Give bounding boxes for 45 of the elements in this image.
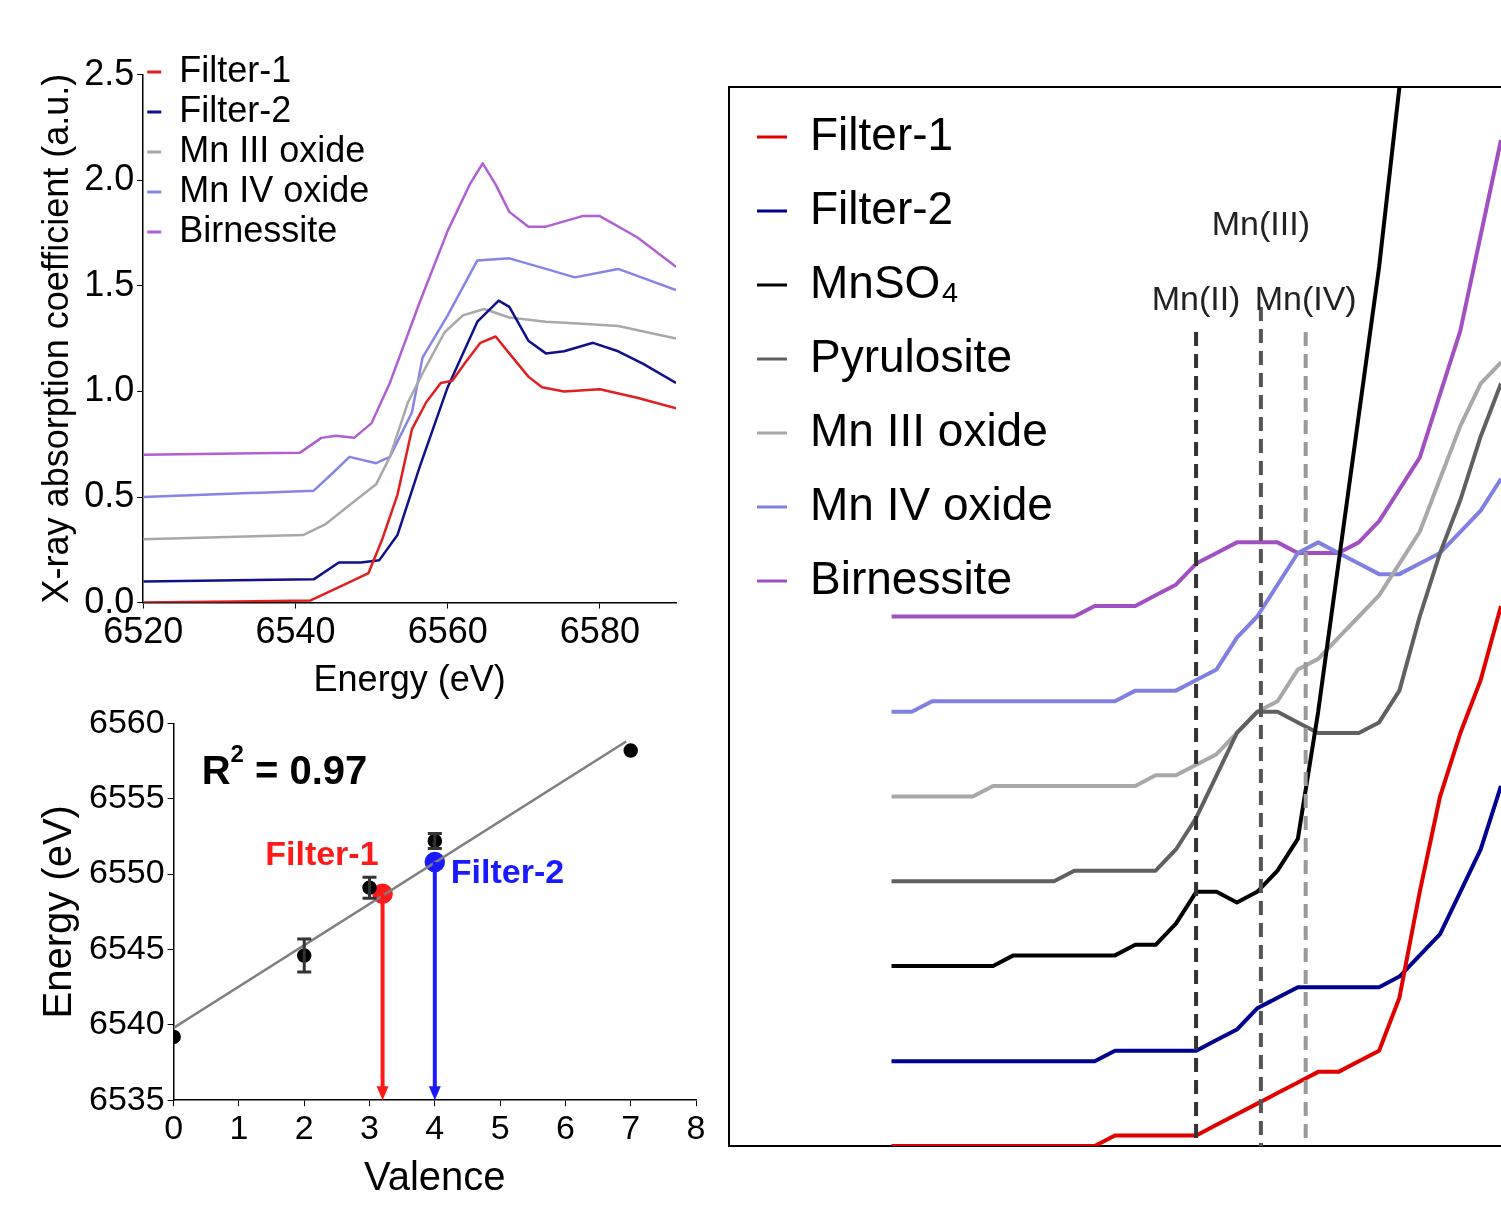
y-tick-label: 2.5 (84, 51, 135, 93)
legend-label: Mn III oxide (810, 403, 1048, 456)
annotation: Mn(II) (1151, 279, 1241, 318)
legend-label: Mn IV oxide (179, 168, 370, 210)
annotation: Mn(III) (1211, 204, 1311, 243)
x-tick-label: 6560 (407, 610, 488, 652)
x-tick-label: 0 (164, 1107, 184, 1146)
y-tick-label: 6540 (89, 1003, 165, 1042)
x-axis-title: Energy (eV) (313, 658, 506, 700)
x-tick-label: 8 (686, 1107, 706, 1146)
y-axis-title: Energy (eV) (35, 805, 80, 1019)
y-tick-label: 1.0 (84, 368, 135, 410)
y-tick-label: 1.5 (84, 262, 135, 304)
annotation: Mn(IV) (1254, 279, 1357, 318)
x-axis-title: Valence (364, 1154, 506, 1199)
y-tick-label: 6560 (89, 701, 165, 740)
legend-label: MnSO₄ (810, 255, 960, 308)
legend-label: Birnessite (179, 208, 338, 250)
y-tick-label: 6535 (89, 1078, 165, 1117)
legend-label: Filter-2 (179, 88, 292, 130)
x-tick-label: 4 (425, 1107, 445, 1146)
x-tick-label: 6580 (559, 610, 640, 652)
series-label: Filter-1 (265, 834, 379, 873)
x-tick-label: 6 (555, 1107, 575, 1146)
x-tick-label: 5 (490, 1107, 510, 1146)
legend-label: Pyrulosite (810, 329, 1012, 382)
x-tick-label: 7 (621, 1107, 641, 1146)
y-tick-label: 6555 (89, 777, 165, 816)
legend-label: Mn IV oxide (810, 477, 1053, 530)
y-tick-label: 2.0 (84, 157, 135, 199)
legend-label: Filter-1 (179, 48, 292, 90)
y-tick-label: 6545 (89, 927, 165, 966)
x-tick-label: 2 (294, 1107, 314, 1146)
y-axis-title: X-ray absorption coefficient (a.u.) (34, 73, 76, 604)
legend-label: Mn III oxide (179, 128, 366, 170)
y-tick-label: 6550 (89, 852, 165, 891)
point (623, 743, 638, 758)
x-tick-label: 6540 (255, 610, 336, 652)
x-tick-label: 3 (360, 1107, 379, 1146)
y-tick-label: 0.5 (84, 473, 135, 515)
series-label: Filter-2 (450, 852, 565, 891)
legend-label: Filter-1 (810, 107, 954, 160)
x-tick-label: 1 (229, 1107, 249, 1146)
legend-label: Birnessite (810, 551, 1012, 604)
legend-label: Filter-2 (810, 181, 954, 234)
